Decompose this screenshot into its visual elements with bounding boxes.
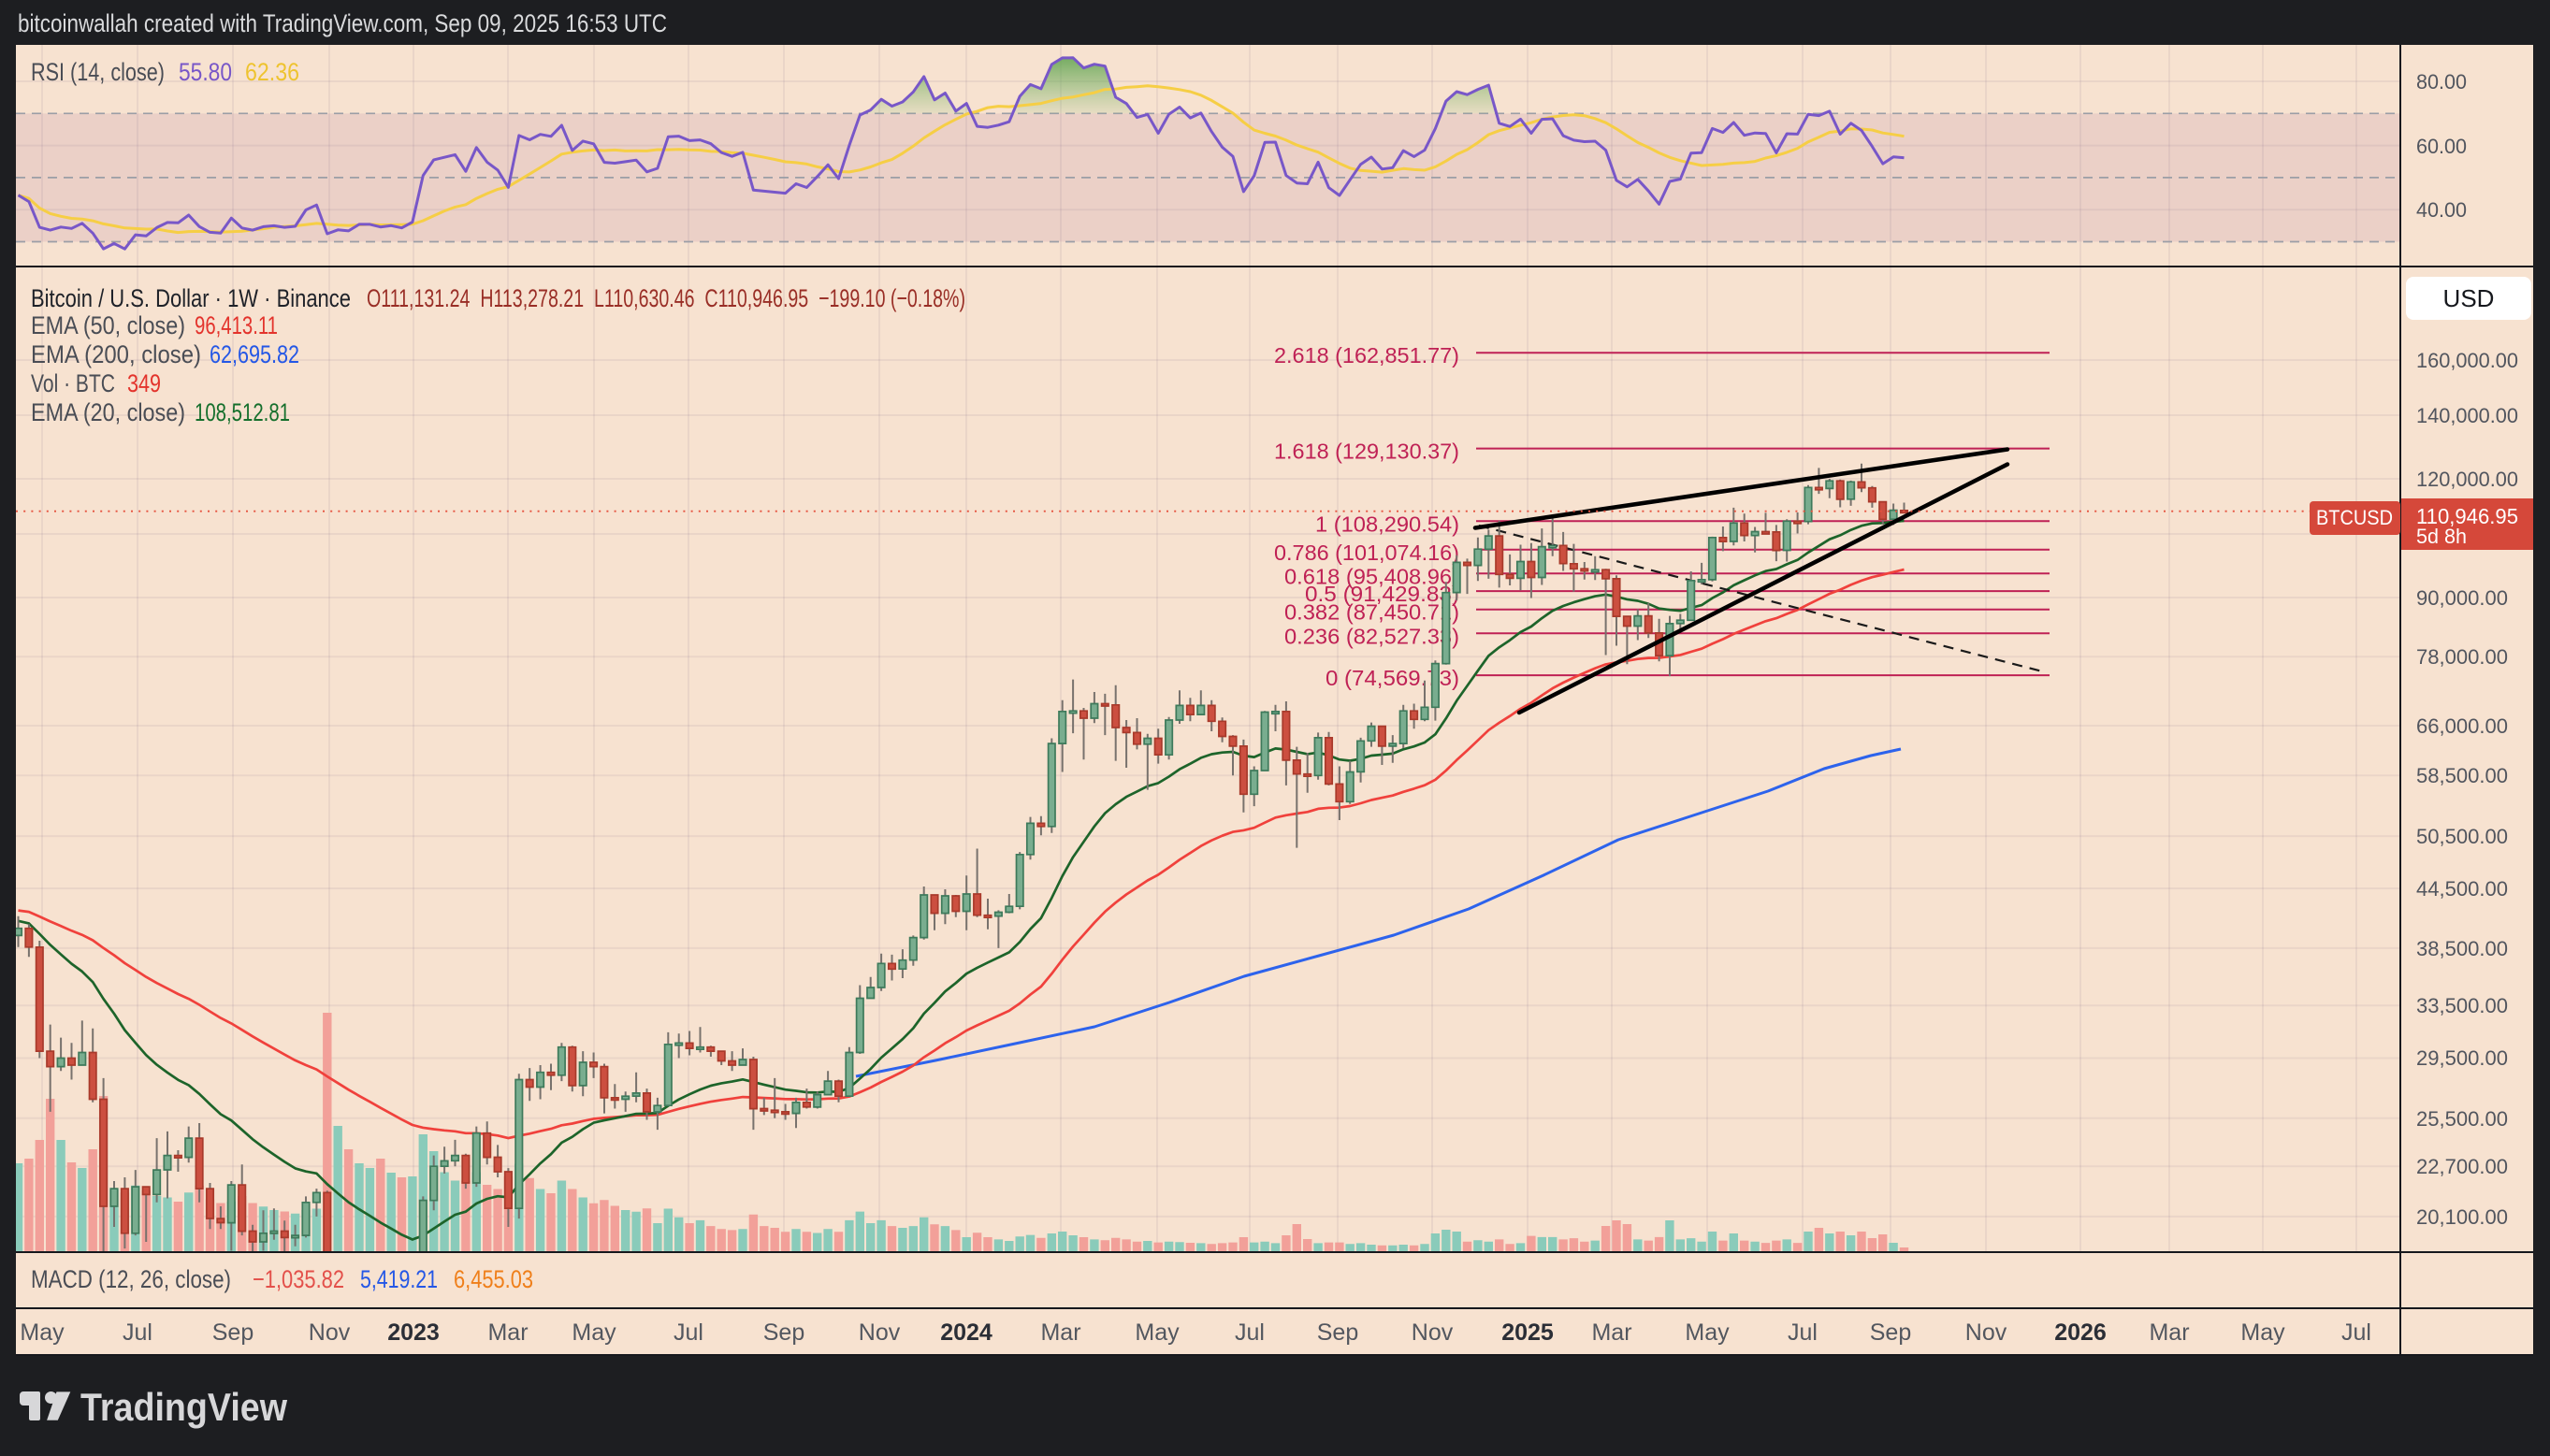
svg-text:Sep: Sep: [1317, 1319, 1358, 1346]
svg-text:40.00: 40.00: [2416, 198, 2467, 222]
svg-text:0.618 (95,408.96): 0.618 (95,408.96): [1284, 564, 1459, 588]
svg-text:0.786 (101,074.16): 0.786 (101,074.16): [1274, 541, 1459, 565]
svg-text:1.618 (129,130.37): 1.618 (129,130.37): [1274, 440, 1459, 464]
svg-text:80.00: 80.00: [2416, 70, 2467, 94]
svg-text:140,000.00: 140,000.00: [2416, 404, 2518, 427]
svg-text:60.00: 60.00: [2416, 135, 2467, 158]
svg-text:Vol · BTC: Vol · BTC: [31, 369, 115, 397]
svg-text:Bitcoin / U.S. Dollar · 1W · B: Bitcoin / U.S. Dollar · 1W · Binance: [31, 284, 351, 312]
svg-text:58,500.00: 58,500.00: [2416, 764, 2508, 787]
svg-text:349: 349: [127, 369, 161, 397]
svg-text:1 (108,290.54): 1 (108,290.54): [1315, 512, 1459, 536]
svg-text:Nov: Nov: [859, 1319, 901, 1346]
svg-text:5,419.21: 5,419.21: [360, 1265, 438, 1293]
svg-text:25,500.00: 25,500.00: [2416, 1107, 2508, 1131]
svg-text:Sep: Sep: [763, 1319, 804, 1346]
svg-text:Mar: Mar: [2149, 1319, 2189, 1346]
svg-text:May: May: [20, 1319, 65, 1346]
svg-text:May: May: [1685, 1319, 1730, 1346]
svg-text:O111,131.24 H113,278.21 L110: O111,131.24 H113,278.21 L110,630.46 C110…: [367, 284, 965, 312]
svg-text:0.5 (91,429.83): 0.5 (91,429.83): [1305, 582, 1459, 606]
svg-text:Nov: Nov: [309, 1319, 351, 1346]
svg-text:78,000.00: 78,000.00: [2416, 645, 2508, 669]
svg-text:2026: 2026: [2054, 1319, 2107, 1346]
svg-text:Jul: Jul: [123, 1319, 152, 1346]
svg-text:2023: 2023: [387, 1319, 440, 1346]
svg-text:0.236 (82,527.33): 0.236 (82,527.33): [1284, 624, 1459, 648]
svg-text:110,946.95: 110,946.95: [2416, 504, 2518, 528]
svg-text:29,500.00: 29,500.00: [2416, 1046, 2508, 1070]
svg-text:108,512.81: 108,512.81: [195, 398, 290, 426]
svg-text:May: May: [1135, 1319, 1180, 1346]
svg-text:MACD (12, 26, close): MACD (12, 26, close): [31, 1265, 231, 1293]
svg-text:EMA (20, close): EMA (20, close): [31, 398, 185, 426]
svg-text:33,500.00: 33,500.00: [2416, 994, 2508, 1017]
svg-text:RSI (14, close): RSI (14, close): [31, 58, 165, 86]
svg-text:20,100.00: 20,100.00: [2416, 1205, 2508, 1229]
svg-text:6,455.03: 6,455.03: [454, 1265, 533, 1293]
svg-text:62,695.82: 62,695.82: [210, 340, 299, 368]
svg-text:Nov: Nov: [1965, 1319, 2007, 1346]
svg-text:2025: 2025: [1501, 1319, 1554, 1346]
svg-text:90,000.00: 90,000.00: [2416, 586, 2508, 610]
svg-text:2024: 2024: [940, 1319, 992, 1346]
svg-text:50,500.00: 50,500.00: [2416, 825, 2508, 848]
svg-text:bitcoinwallah created with Tra: bitcoinwallah created with TradingView.c…: [18, 9, 667, 37]
svg-text:Sep: Sep: [212, 1319, 254, 1346]
svg-text:EMA (50, close): EMA (50, close): [31, 311, 185, 339]
svg-text:Jul: Jul: [674, 1319, 703, 1346]
svg-text:USD: USD: [2443, 284, 2495, 312]
svg-text:Jul: Jul: [2341, 1319, 2371, 1346]
svg-text:May: May: [2240, 1319, 2285, 1346]
svg-text:Nov: Nov: [1412, 1319, 1454, 1346]
svg-text:BTCUSD: BTCUSD: [2316, 506, 2393, 529]
svg-text:Mar: Mar: [1591, 1319, 1631, 1346]
svg-text:Mar: Mar: [1040, 1319, 1080, 1346]
svg-text:0.382 (87,450.71): 0.382 (87,450.71): [1284, 600, 1459, 625]
svg-text:22,700.00: 22,700.00: [2416, 1155, 2508, 1178]
svg-text:EMA (200, close): EMA (200, close): [31, 340, 201, 368]
svg-text:TradingView: TradingView: [80, 1385, 287, 1429]
svg-text:44,500.00: 44,500.00: [2416, 877, 2508, 901]
svg-text:38,500.00: 38,500.00: [2416, 937, 2508, 960]
svg-text:120,000.00: 120,000.00: [2416, 468, 2518, 491]
svg-text:5d 8h: 5d 8h: [2416, 525, 2467, 548]
svg-text:Mar: Mar: [487, 1319, 528, 1346]
svg-text:Jul: Jul: [1235, 1319, 1265, 1346]
svg-text:Jul: Jul: [1788, 1319, 1818, 1346]
svg-text:2.618 (162,851.77): 2.618 (162,851.77): [1274, 343, 1459, 368]
svg-text:−1,035.82: −1,035.82: [253, 1265, 344, 1293]
svg-text:66,000.00: 66,000.00: [2416, 714, 2508, 738]
svg-text:55.80: 55.80: [179, 58, 232, 86]
svg-text:96,413.11: 96,413.11: [195, 311, 278, 339]
svg-text:160,000.00: 160,000.00: [2416, 349, 2518, 372]
svg-text:Sep: Sep: [1870, 1319, 1911, 1346]
svg-text:62.36: 62.36: [245, 58, 299, 86]
svg-text:May: May: [572, 1319, 616, 1346]
